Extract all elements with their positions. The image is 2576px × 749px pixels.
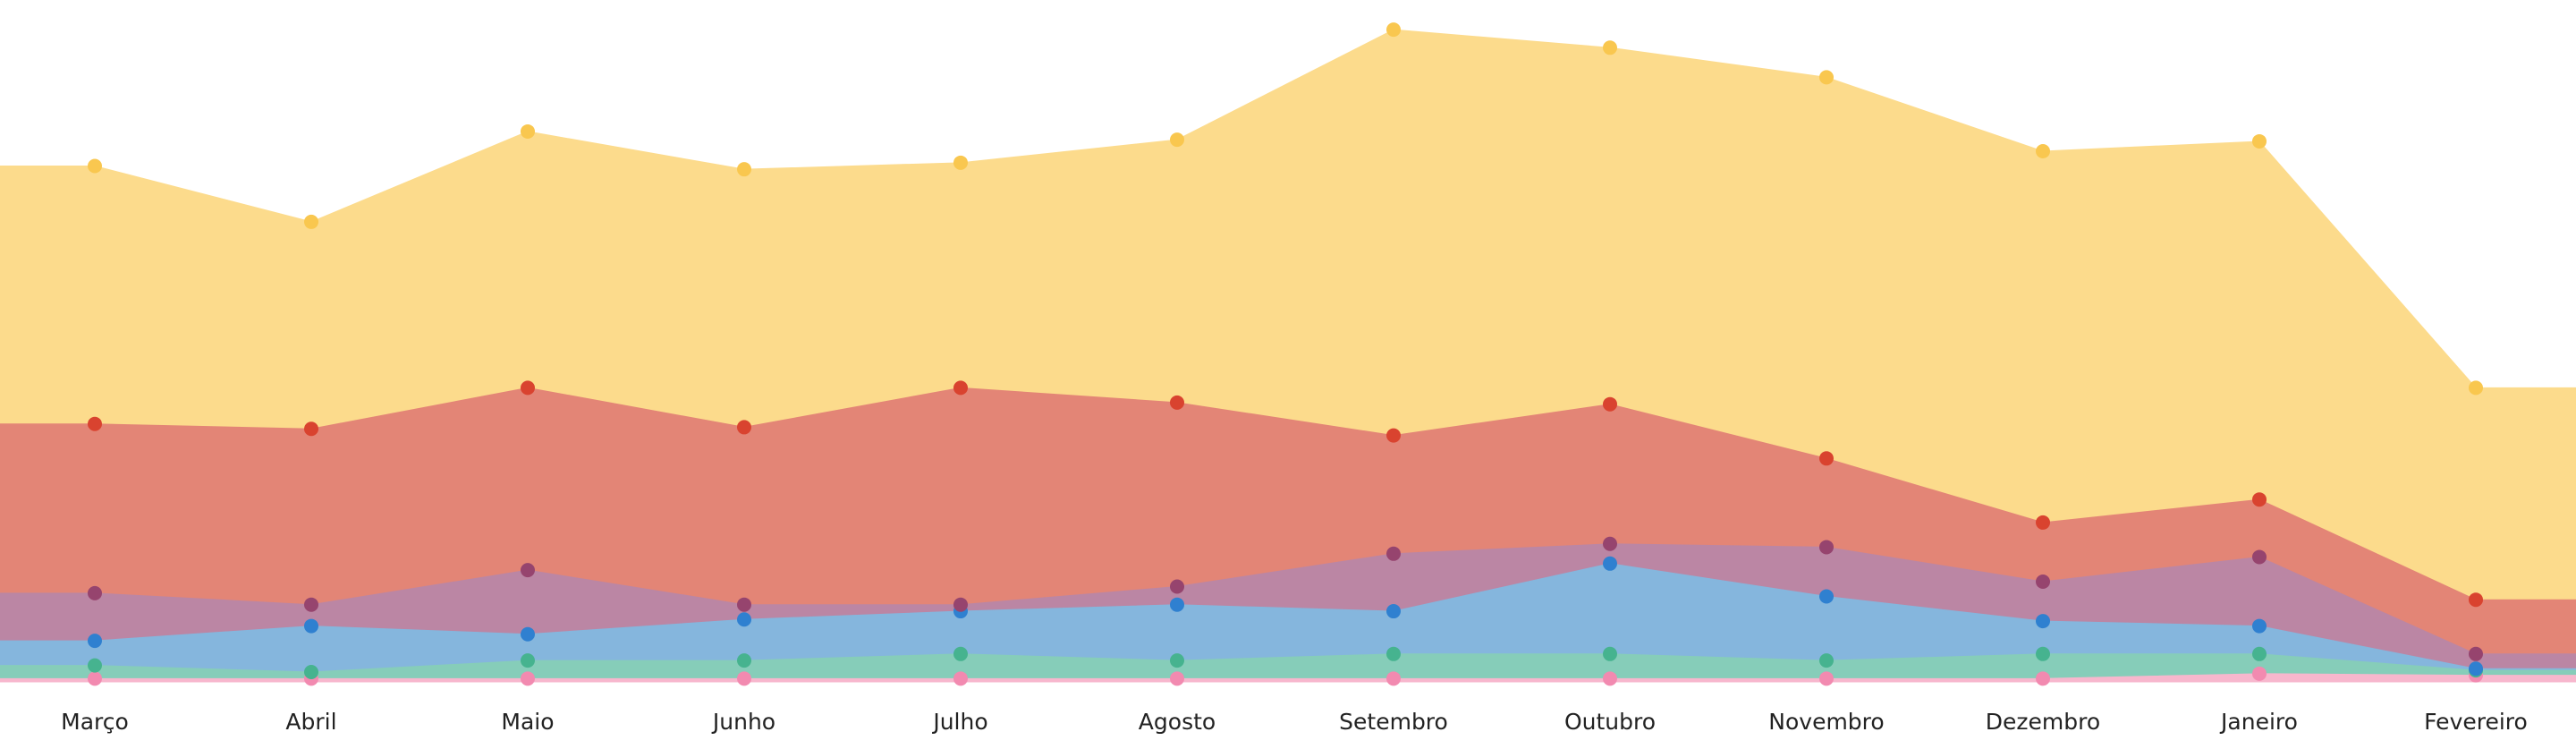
data-point — [1386, 428, 1401, 443]
x-tick-label: Janeiro — [2219, 709, 2298, 735]
data-point — [1819, 70, 1834, 85]
data-point — [521, 123, 535, 139]
data-point — [953, 380, 968, 396]
data-point — [1170, 653, 1184, 668]
data-point — [2036, 143, 2050, 158]
x-tick-label: Fevereiro — [2424, 709, 2528, 735]
data-point — [737, 597, 751, 612]
x-tick-label: Dezembro — [1986, 709, 2100, 735]
data-point — [1170, 395, 1184, 410]
x-tick-label: Maio — [501, 709, 554, 735]
data-point — [2252, 646, 2267, 661]
data-point — [737, 162, 751, 177]
data-point — [1603, 40, 1617, 55]
data-point — [2469, 380, 2483, 396]
x-tick-label: Novembro — [1768, 709, 1884, 735]
data-point — [2252, 618, 2267, 634]
data-point — [737, 420, 751, 435]
data-point — [521, 563, 535, 578]
data-point — [1386, 546, 1401, 561]
data-point — [737, 612, 751, 627]
data-point — [2469, 646, 2483, 661]
data-point — [304, 618, 318, 634]
data-point — [521, 653, 535, 668]
data-point — [737, 653, 751, 668]
data-point — [1386, 22, 1401, 38]
x-tick-label: Setembro — [1339, 709, 1448, 735]
x-tick-label: Agosto — [1139, 709, 1216, 735]
data-point — [2252, 133, 2267, 149]
data-point — [304, 214, 318, 229]
x-tick-label: Junho — [711, 709, 775, 735]
data-point — [1603, 396, 1617, 412]
data-point — [1819, 589, 1834, 604]
data-point — [2036, 515, 2050, 530]
data-point — [1603, 671, 1617, 686]
data-point — [88, 658, 102, 673]
data-point — [953, 646, 968, 661]
data-point — [2036, 614, 2050, 629]
data-point — [1170, 671, 1184, 686]
data-point — [953, 671, 968, 686]
data-point — [2036, 575, 2050, 590]
data-point — [88, 158, 102, 174]
data-point — [1386, 671, 1401, 686]
data-point — [521, 626, 535, 642]
data-point — [953, 155, 968, 170]
data-point — [1819, 451, 1834, 466]
data-point — [2036, 671, 2050, 686]
x-tick-label: Outubro — [1564, 709, 1656, 735]
data-point — [2469, 592, 2483, 608]
data-point — [304, 421, 318, 437]
data-point — [1819, 540, 1834, 555]
data-point — [1603, 646, 1617, 661]
data-point — [1170, 579, 1184, 594]
data-point — [521, 671, 535, 686]
data-point — [1603, 556, 1617, 571]
data-point — [88, 671, 102, 686]
data-point — [88, 416, 102, 431]
data-point — [88, 634, 102, 649]
data-point — [2252, 549, 2267, 565]
data-point — [1819, 671, 1834, 686]
data-point — [1386, 604, 1401, 619]
data-point — [2252, 492, 2267, 507]
data-point — [1170, 597, 1184, 612]
data-point — [1170, 132, 1184, 148]
data-point — [304, 664, 318, 679]
data-point — [953, 597, 968, 612]
data-point — [1386, 646, 1401, 661]
data-point — [304, 597, 318, 612]
x-tick-label: Abril — [285, 709, 336, 735]
data-point — [2036, 646, 2050, 661]
x-tick-label: Março — [61, 709, 129, 735]
data-point — [1819, 653, 1834, 668]
data-point — [521, 380, 535, 396]
data-point — [88, 585, 102, 600]
area — [0, 673, 2576, 683]
data-point — [1603, 536, 1617, 551]
data-point — [2252, 666, 2267, 681]
data-point — [2469, 661, 2483, 677]
data-point — [737, 671, 751, 686]
x-tick-label: Julho — [931, 709, 987, 735]
